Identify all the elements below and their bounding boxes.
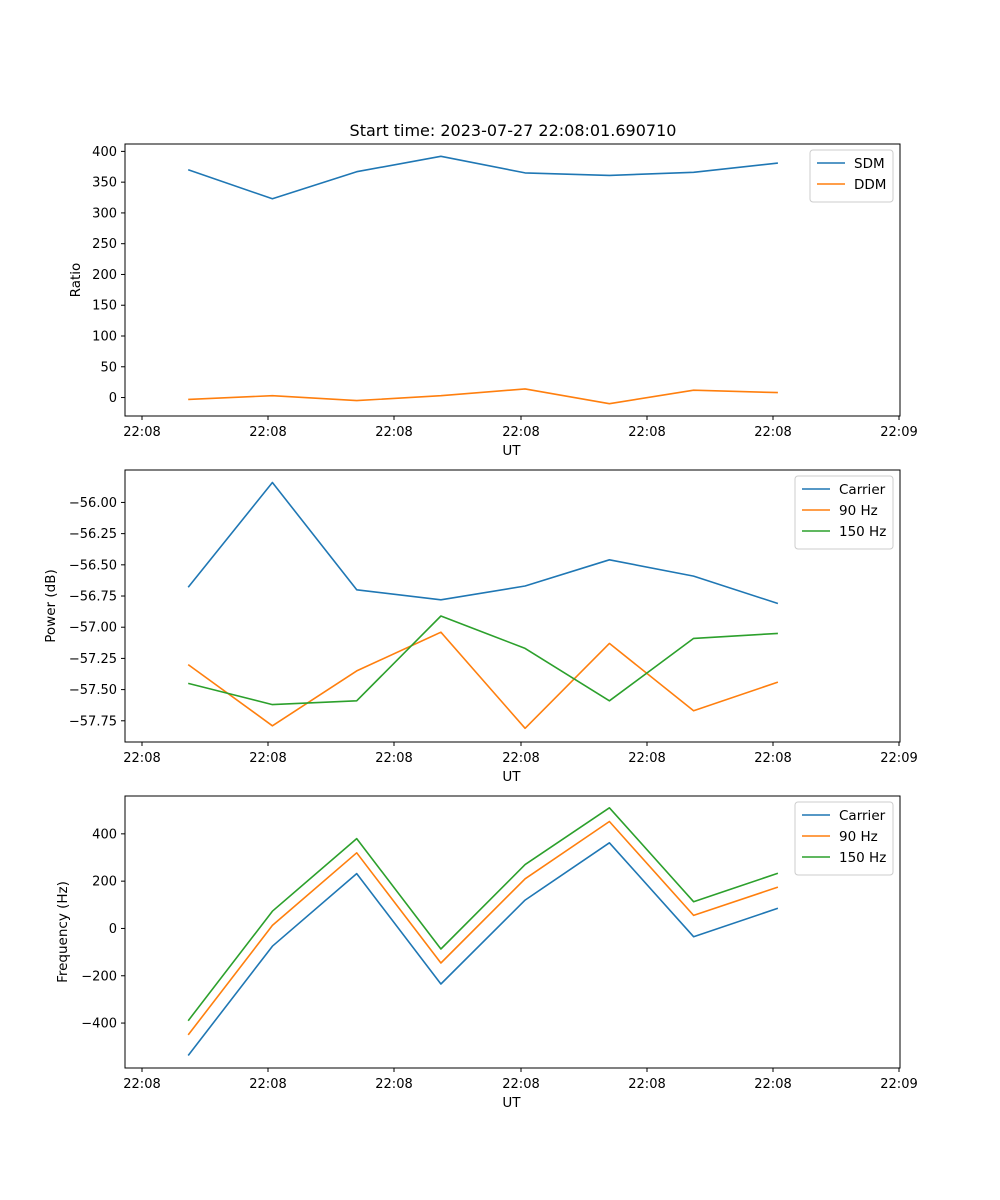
subplot-1: 22:08 22:08 22:08 22:08 22:08 22:08 22:09 0 50 10… (68, 143, 918, 459)
x-tick-label: 22:08 (123, 1077, 160, 1092)
legend: SDM DDM (809, 149, 894, 203)
x-tick-label: 22:08 (502, 751, 539, 766)
y-tick-label: 50 (100, 360, 117, 375)
x-tick-label: 22:08 (754, 1077, 791, 1092)
y-tick-label: 200 (92, 268, 117, 283)
series-line-150-hz (188, 615, 778, 706)
y-tick-label: 0 (109, 391, 117, 406)
y-tick-label: −56.25 (69, 527, 117, 542)
y-tick-label: 200 (92, 875, 117, 890)
x-tick-label: 22:08 (628, 425, 665, 440)
x-tick-label: 22:08 (249, 751, 286, 766)
y-axis-label: Power (dB) (43, 569, 59, 642)
series-line-sdm (187, 155, 778, 200)
y-tick-label: 400 (92, 145, 117, 160)
x-axis-label: UT (502, 443, 521, 459)
y-axis-label: Ratio (68, 263, 84, 298)
y-tick-label: −57.50 (69, 683, 117, 698)
x-tick-label: 22:08 (375, 1077, 412, 1092)
legend-label: Carrier (839, 482, 886, 498)
series-line-carrier (187, 841, 779, 1056)
legend: Carrier 90 Hz 150 Hz (794, 475, 894, 550)
x-axis-label: UT (502, 1095, 521, 1111)
subplot-2: 22:08 22:08 22:08 22:08 22:08 22:08 22:09 −57.7… (43, 469, 918, 785)
x-tick-label: 22:08 (628, 1077, 665, 1092)
series-line-ddm (188, 388, 778, 405)
legend-label: 90 Hz (839, 503, 878, 519)
legend-label: SDM (854, 156, 885, 172)
y-tick-label: 400 (92, 827, 117, 842)
x-tick-label: 22:08 (375, 751, 412, 766)
subplot-3: 22:08 22:08 22:08 22:08 22:08 22:08 22:09 −400 −… (55, 795, 918, 1111)
series-line-carrier (187, 481, 779, 605)
y-tick-label: −56.75 (69, 590, 117, 605)
chart-title: Start time: 2023-07-27 22:08:01.690710 (350, 121, 677, 140)
legend-label: Carrier (839, 808, 886, 824)
x-tick-label: 22:08 (249, 1077, 286, 1092)
x-tick-label: 22:09 (880, 1077, 917, 1092)
x-axis-label: UT (502, 769, 521, 785)
x-tick-label: 22:08 (123, 425, 160, 440)
y-tick-label: 350 (92, 176, 117, 191)
series-line-90-hz (187, 820, 779, 1036)
y-tick-label: −400 (81, 1017, 117, 1032)
y-tick-label: 150 (92, 299, 117, 314)
x-tick-label: 22:09 (880, 425, 917, 440)
y-tick-label: 300 (92, 206, 117, 221)
y-tick-label: −57.00 (69, 621, 117, 636)
plot-area-frame (124, 795, 901, 1069)
x-tick-label: 22:08 (502, 425, 539, 440)
x-tick-label: 22:08 (249, 425, 286, 440)
plot-area-frame (124, 143, 901, 417)
series-line-150-hz (187, 806, 779, 1022)
y-tick-label: −56.50 (69, 558, 117, 573)
x-tick-label: 22:08 (502, 1077, 539, 1092)
y-tick-label: −200 (81, 969, 117, 984)
y-tick-label: 100 (92, 330, 117, 345)
y-axis-label: Frequency (Hz) (55, 881, 71, 983)
y-tick-label: −57.25 (69, 652, 117, 667)
x-tick-label: 22:08 (123, 751, 160, 766)
x-tick-label: 22:08 (754, 751, 791, 766)
legend-label: 90 Hz (839, 829, 878, 845)
y-tick-label: −57.75 (69, 714, 117, 729)
y-tick-label: −56.00 (69, 496, 117, 511)
legend-label: 150 Hz (839, 524, 886, 540)
y-tick-label: 0 (109, 922, 117, 937)
plot-area-frame (124, 469, 901, 743)
y-tick-label: 250 (92, 237, 117, 252)
legend-label: 150 Hz (839, 850, 886, 866)
series-line-90-hz (187, 631, 779, 730)
x-tick-label: 22:08 (628, 751, 665, 766)
x-tick-label: 22:08 (375, 425, 412, 440)
legend-label: DDM (854, 177, 886, 193)
x-tick-label: 22:08 (754, 425, 791, 440)
legend: Carrier 90 Hz 150 Hz (794, 801, 894, 876)
x-tick-label: 22:09 (880, 751, 917, 766)
